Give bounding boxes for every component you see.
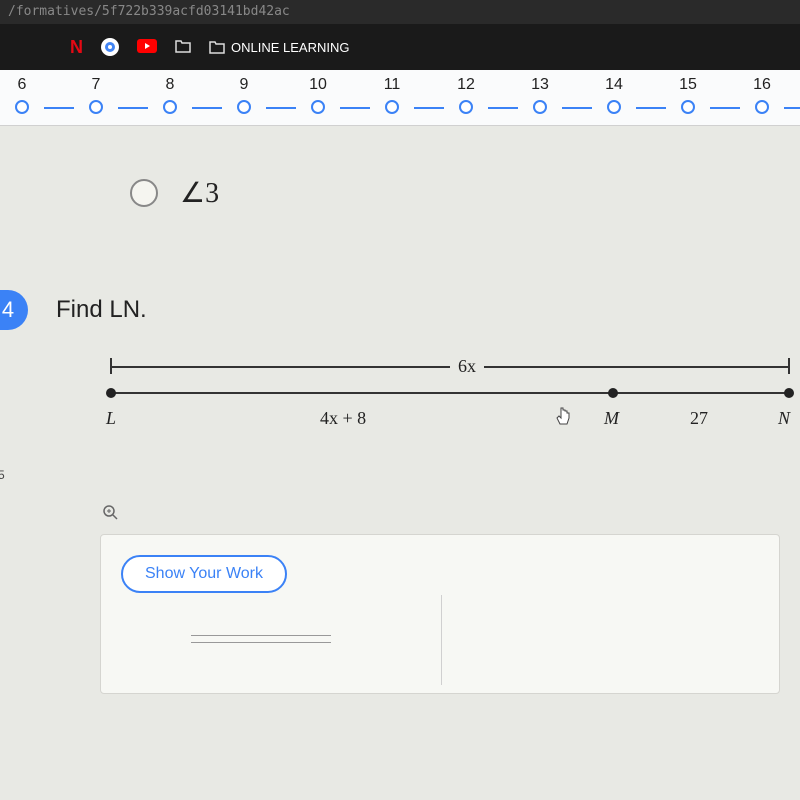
tick-mark <box>110 358 112 374</box>
cursor-icon <box>555 406 573 431</box>
show-work-button[interactable]: Show Your Work <box>121 555 287 593</box>
online-learning-folder[interactable]: ONLINE LEARNING <box>209 40 349 55</box>
nav-item[interactable]: 11 <box>370 76 414 114</box>
zoom-icon[interactable] <box>102 504 120 527</box>
nav-item[interactable]: 6 <box>0 76 44 114</box>
question-nav-strip: 6 7 8 9 10 11 12 13 14 15 16 17 18 19 20… <box>0 70 800 126</box>
divider <box>441 595 442 685</box>
bookmark-label: ONLINE LEARNING <box>231 40 349 55</box>
point-dot <box>608 388 618 398</box>
folder-icon[interactable] <box>175 39 191 56</box>
question-text: Find LN. <box>56 296 147 324</box>
point-dot <box>106 388 116 398</box>
show-work-panel: Show Your Work <box>100 534 780 694</box>
point-N-label: N <box>778 408 790 429</box>
content-area: ∠3 4 Find LN. 5 6x L 4x + 8 M 27 N Show … <box>0 126 800 694</box>
nav-item[interactable]: 13 <box>518 76 562 114</box>
answer-option[interactable]: ∠3 <box>0 126 800 210</box>
total-length-label: 6x <box>450 356 484 377</box>
youtube-icon[interactable] <box>137 39 157 56</box>
nav-item[interactable]: 16 <box>740 76 784 114</box>
points-label: 5 <box>0 468 5 482</box>
nav-item[interactable]: 14 <box>592 76 636 114</box>
nav-item[interactable]: 7 <box>74 76 118 114</box>
bookmarks-bar: N ONLINE LEARNING <box>0 24 800 70</box>
url-bar: /formatives/5f722b339acfd03141bd42ac <box>0 0 800 24</box>
nav-item[interactable]: 9 <box>222 76 266 114</box>
question-header: 4 Find LN. <box>0 290 800 330</box>
question-number-badge: 4 <box>0 290 28 330</box>
segment-LM-label: 4x + 8 <box>320 408 366 429</box>
tick-mark <box>788 358 790 374</box>
line-segment-diagram: 6x L 4x + 8 M 27 N <box>110 354 790 464</box>
nav-item[interactable]: 10 <box>296 76 340 114</box>
option-label: ∠3 <box>180 176 219 210</box>
point-M-label: M <box>604 408 619 429</box>
google-icon[interactable] <box>101 38 119 56</box>
segment-line <box>110 392 790 394</box>
nav-item[interactable]: 8 <box>148 76 192 114</box>
netflix-icon[interactable]: N <box>70 37 83 58</box>
nav-item[interactable]: 15 <box>666 76 710 114</box>
segment-MN-label: 27 <box>690 408 708 429</box>
thumbnail-diagram <box>191 635 331 665</box>
point-dot <box>784 388 794 398</box>
radio-button[interactable] <box>130 179 158 207</box>
nav-item[interactable]: 12 <box>444 76 488 114</box>
point-L-label: L <box>106 408 116 429</box>
